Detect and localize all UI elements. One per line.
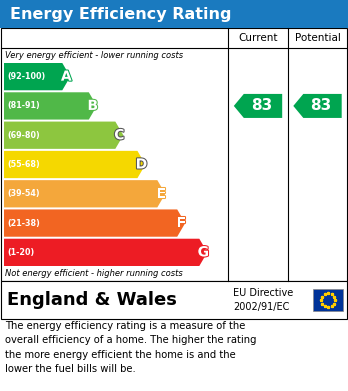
Polygon shape (4, 92, 97, 120)
Polygon shape (234, 94, 282, 118)
Bar (1, 281, 347, 319)
Text: (39-54): (39-54) (7, 189, 40, 198)
Text: (55-68): (55-68) (7, 160, 40, 169)
Text: Current: Current (238, 33, 278, 43)
Bar (1, 28, 347, 281)
Text: A: A (61, 70, 72, 84)
Bar (313, 289, 343, 311)
Text: (81-91): (81-91) (7, 101, 40, 110)
Text: G: G (198, 246, 209, 259)
Text: England & Wales: England & Wales (7, 291, 177, 309)
Text: 83: 83 (251, 99, 272, 113)
Text: D: D (136, 158, 147, 172)
Text: Energy Efficiency Rating: Energy Efficiency Rating (10, 7, 231, 22)
Text: (1-20): (1-20) (7, 248, 34, 257)
Bar (0, 0, 348, 28)
Polygon shape (4, 63, 70, 90)
Text: F: F (176, 216, 186, 230)
Text: The energy efficiency rating is a measure of the
overall efficiency of a home. T: The energy efficiency rating is a measur… (5, 321, 256, 374)
Text: B: B (87, 99, 98, 113)
Text: (69-80): (69-80) (7, 131, 40, 140)
Polygon shape (4, 239, 207, 266)
Polygon shape (4, 122, 123, 149)
Text: E: E (157, 187, 166, 201)
Text: Potential: Potential (294, 33, 340, 43)
Text: C: C (114, 128, 125, 142)
Text: (21-38): (21-38) (7, 219, 40, 228)
Polygon shape (293, 94, 342, 118)
Polygon shape (4, 151, 145, 178)
Text: 83: 83 (310, 99, 331, 113)
Polygon shape (4, 180, 165, 208)
Text: EU Directive
2002/91/EC: EU Directive 2002/91/EC (233, 288, 293, 312)
Text: Not energy efficient - higher running costs: Not energy efficient - higher running co… (5, 269, 183, 278)
Polygon shape (4, 210, 185, 237)
Text: (92-100): (92-100) (7, 72, 45, 81)
Text: Very energy efficient - lower running costs: Very energy efficient - lower running co… (5, 50, 183, 59)
